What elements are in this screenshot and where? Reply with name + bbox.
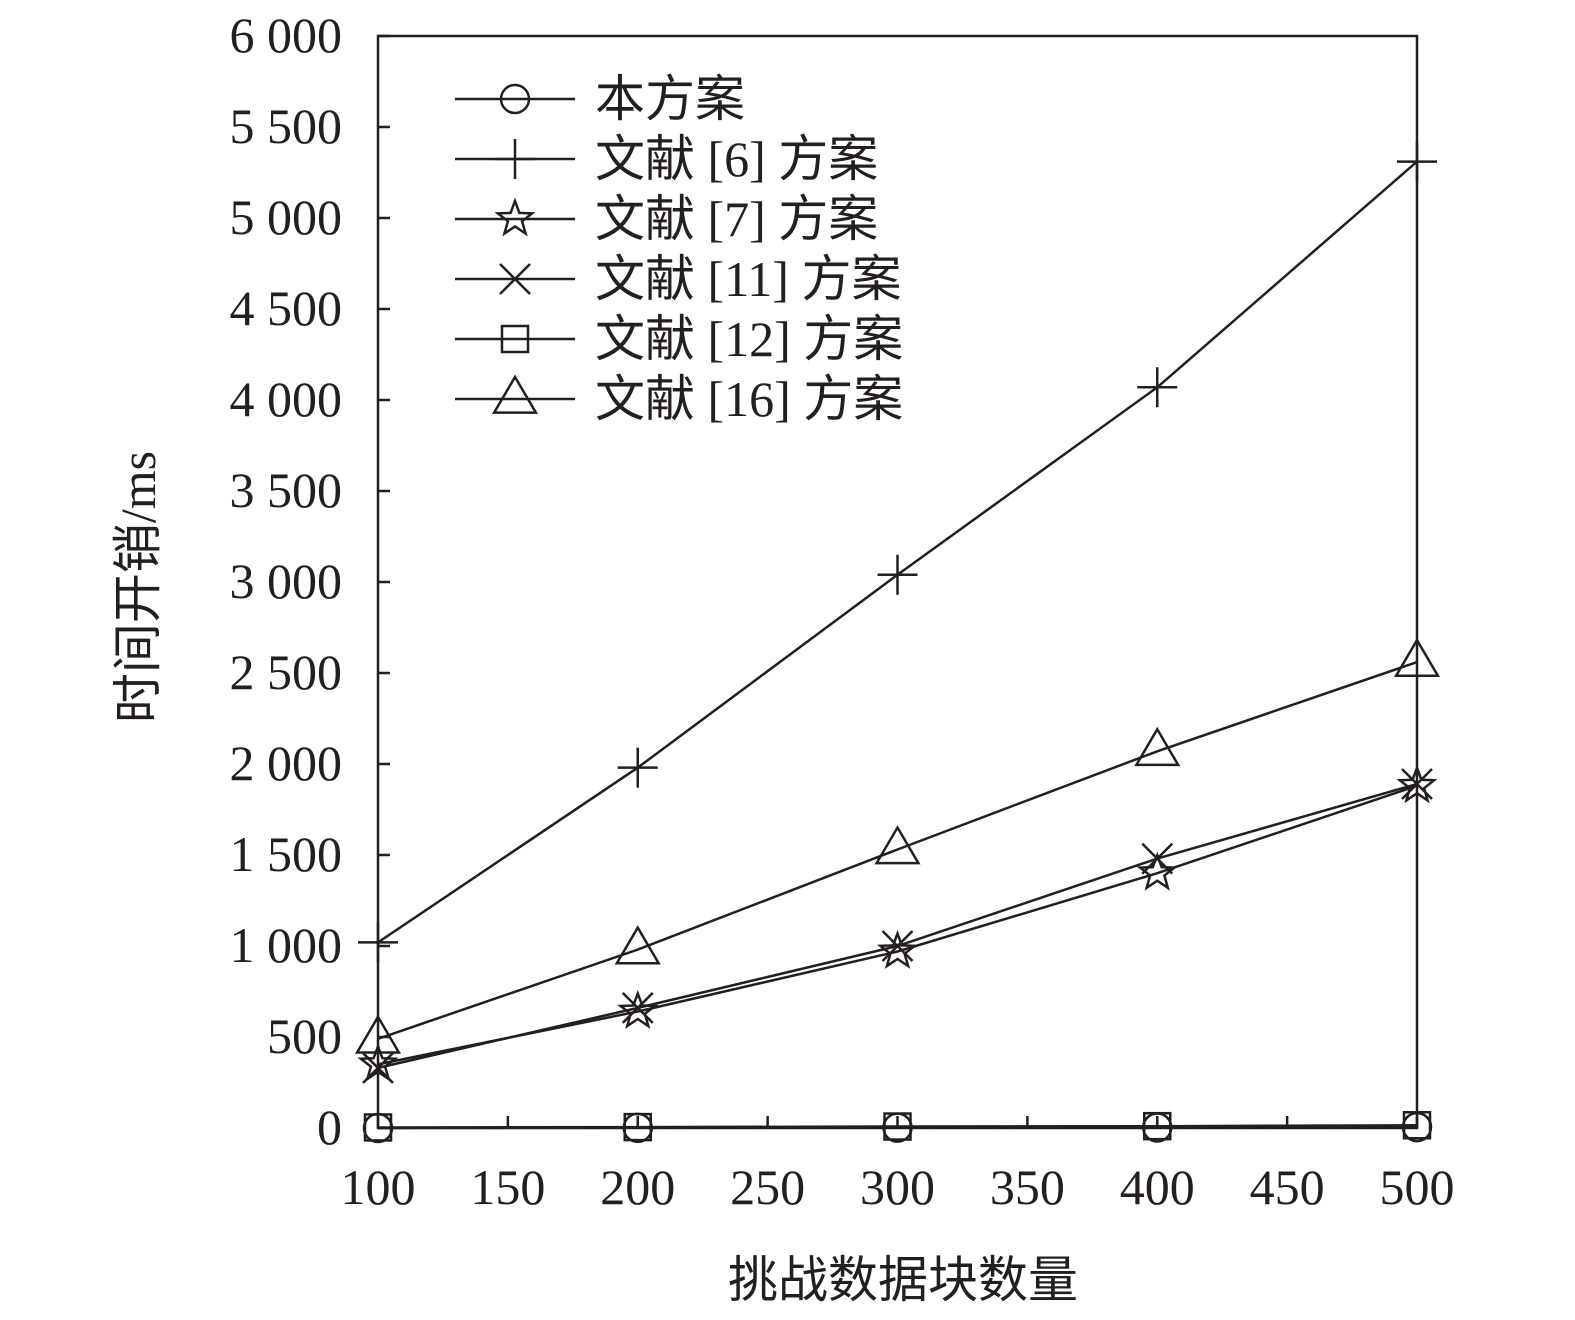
y-tick-label: 0 (317, 1099, 342, 1155)
legend-label: 文献 [12] 方案 (595, 311, 903, 367)
y-tick-label: 3 500 (230, 462, 343, 518)
data-point-plus (1397, 141, 1437, 182)
data-point-star (1396, 764, 1438, 804)
legend-marker-star (494, 197, 536, 237)
axes: 0 500 1 000 1 500 2 000 2 500 3 000 3 500 4 000 4… (230, 7, 1455, 1215)
legend-marker-x (499, 263, 531, 295)
series-x (362, 768, 1433, 1084)
series-star (357, 764, 1438, 1082)
data-point-square (883, 1112, 912, 1141)
y-tick-label: 500 (267, 1008, 342, 1064)
legend-label: 本方案 (595, 71, 745, 127)
legend-label: 文献 [11] 方案 (595, 251, 901, 307)
series-line (377, 1124, 1418, 1129)
data-point-triangle (1393, 637, 1441, 677)
y-tick-label: 4 500 (230, 280, 343, 336)
y-axis-title: 时间开销/ms (110, 451, 166, 723)
legend-entry: 文献 [7] 方案 (455, 191, 878, 247)
legend-entry: 文献 [11] 方案 (455, 251, 901, 307)
x-tick-label: 100 (341, 1159, 416, 1215)
y-tick-label: 3 000 (230, 553, 343, 609)
x-tick-label: 200 (600, 1159, 675, 1215)
series-line (377, 660, 1418, 1040)
data-point-plus (358, 922, 398, 963)
y-tick-label: 4 000 (230, 371, 343, 427)
data-point-triangle (354, 1014, 402, 1054)
legend-label: 文献 [16] 方案 (595, 371, 903, 427)
legend-marker-circle (499, 83, 531, 115)
legend-entry: 文献 [6] 方案 (455, 131, 878, 187)
x-tick-label: 300 (860, 1159, 935, 1215)
data-point-x (1141, 842, 1174, 875)
legend-label: 文献 [6] 方案 (595, 131, 878, 187)
y-tick-label: 1 000 (230, 917, 343, 973)
y-tick-label: 2 000 (230, 735, 343, 791)
y-tick-label: 5 500 (230, 98, 343, 154)
y-tick-label: 6 000 (230, 7, 343, 63)
legend-marker-triangle (491, 374, 539, 414)
legend-entry: 文献 [12] 方案 (455, 311, 903, 367)
data-point-square (363, 1113, 393, 1142)
x-tick-label: 250 (730, 1159, 805, 1215)
data-point-star (357, 1042, 399, 1082)
data-point-plus (1137, 367, 1178, 408)
data-point-triangle (614, 925, 661, 965)
data-point-triangle (874, 825, 921, 865)
series-group (354, 141, 1441, 1144)
y-tick-label: 1 500 (230, 826, 343, 882)
series-triangle (354, 637, 1441, 1054)
data-point-square (623, 1112, 652, 1142)
legend-label: 文献 [7] 方案 (595, 191, 878, 247)
data-point-triangle (1134, 726, 1181, 767)
data-point-star (1136, 851, 1178, 891)
legend-marker-square (500, 324, 530, 354)
series-square (363, 1111, 1432, 1142)
x-tick-label: 450 (1250, 1159, 1325, 1215)
legend-entry: 文献 [16] 方案 (455, 371, 903, 427)
data-point-star (876, 929, 919, 969)
data-point-square (1402, 1111, 1432, 1140)
x-tick-label: 400 (1120, 1159, 1195, 1215)
x-tick-label: 350 (990, 1159, 1065, 1215)
legend-entry: 本方案 (455, 71, 745, 127)
data-point-plus (877, 554, 918, 595)
data-point-x (362, 1052, 394, 1084)
x-tick-label: 150 (470, 1159, 545, 1215)
data-point-square (1143, 1111, 1172, 1141)
y-tick-label: 5 000 (230, 189, 343, 245)
data-point-plus (617, 747, 658, 788)
data-point-x (1401, 768, 1433, 800)
data-point-x (881, 930, 914, 962)
series-plus (358, 141, 1437, 963)
data-point-x (621, 991, 654, 1024)
legend-marker-plus (495, 139, 535, 179)
x-tick-label: 500 (1380, 1159, 1455, 1215)
x-axis-title: 挑战数据块数量 (728, 1252, 1078, 1308)
y-tick-label: 2 500 (230, 644, 343, 700)
